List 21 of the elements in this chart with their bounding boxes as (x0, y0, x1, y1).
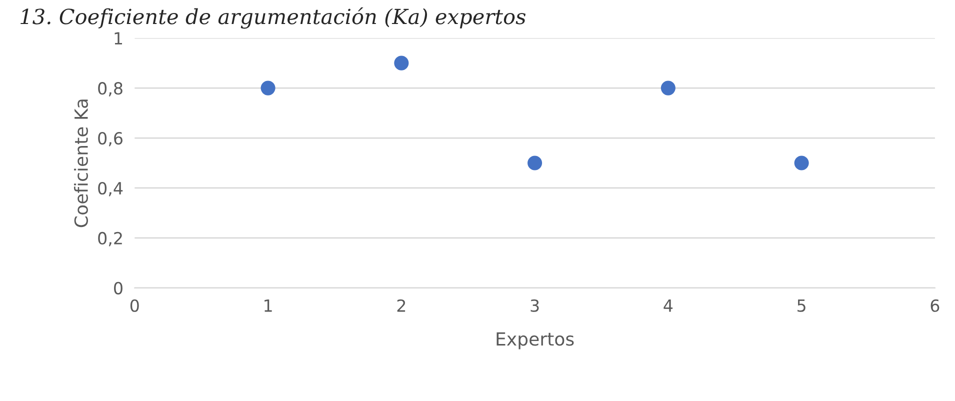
x-tick-label: 0 (130, 299, 139, 312)
y-tick-label: 0,8 (98, 82, 122, 96)
point (528, 156, 542, 170)
x-tick-label: 4 (664, 300, 673, 312)
y-tick-label: 0,2 (98, 232, 122, 246)
y-tick-label: 0,6 (98, 132, 122, 146)
x-axis-title: Expertos (496, 332, 574, 350)
x-tick-label: 2 (397, 299, 406, 312)
y-tick-label: 1 (114, 32, 122, 44)
point (660, 80, 676, 96)
y-tick-label: 0 (114, 282, 122, 294)
chart-title: 13. Coeficiente de argumentación (Ka) expertos (20, 7, 526, 29)
x-tick-label: 5 (798, 300, 806, 312)
point (794, 156, 809, 170)
x-tick-label: 6 (930, 299, 940, 312)
y-axis-title: Coeficiente Ka (74, 100, 88, 228)
y-tick-label: 0,4 (98, 182, 123, 196)
x-tick-label: 1 (264, 300, 272, 312)
point (394, 56, 409, 70)
x-tick-label: 3 (530, 299, 539, 312)
point (260, 80, 276, 96)
